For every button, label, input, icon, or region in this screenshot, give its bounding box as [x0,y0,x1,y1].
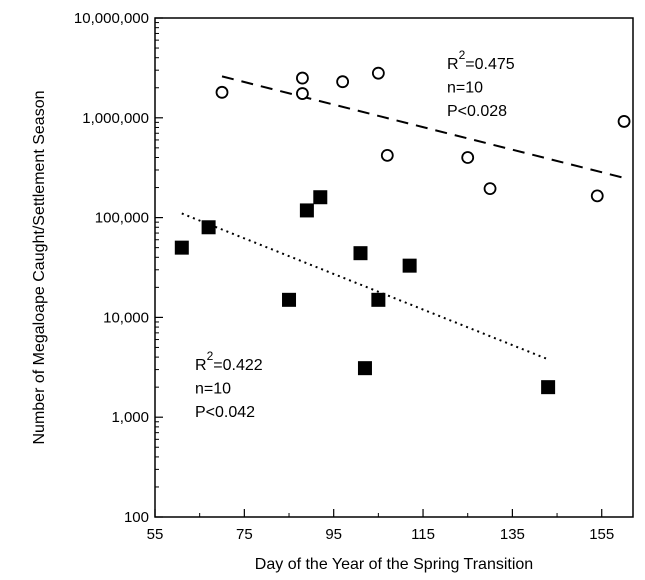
plot-frame [154,17,634,518]
filled-square-point [313,190,328,205]
open-circle-point [461,151,475,164]
open-circle-point [371,66,385,80]
x-tick-label: 135 [500,526,525,543]
filled-square-point [299,203,314,218]
dotted-trend-line [181,212,549,361]
trend-lines [181,75,625,361]
y-tick-label: 10,000 [103,309,149,326]
y-axis-title: Number of Megaloape Caught/Settlement Se… [31,91,48,445]
x-tick-label: 75 [236,526,253,543]
annotation-circles: R2=0.475 n=10 P<0.028 [447,48,515,120]
dashed-trend-line [221,75,625,179]
x-tick-label: 95 [325,526,342,543]
filled-square-point [371,292,386,307]
open-circle-point [590,189,604,203]
y-tick-label: 100 [124,509,149,526]
annotation-r2: R2=0.475 [447,48,515,73]
filled-square-point [174,240,189,255]
y-axis: 100 1,000 10,000 100,000 1,000,000 10,000,000 [74,10,163,526]
filled-square-point [201,220,216,235]
y-tick-label: 10,000,000 [74,10,149,27]
filled-square-point [541,380,556,395]
y-tick-label: 100,000 [95,210,149,227]
x-tick-label: 155 [589,526,614,543]
open-circle-point [215,85,229,99]
filled-square-point [353,246,368,261]
annotation-p: P<0.028 [447,103,507,120]
annotation-n: n=10 [195,381,231,398]
x-axis: 55 75 95 115 135 155 [147,509,614,543]
x-tick-label: 115 [411,526,435,543]
x-tick-label: 55 [147,526,164,543]
filled-square-point [357,361,372,376]
y-tick-label: 1,000,000 [82,110,149,127]
open-circle-point [380,148,394,162]
data-points [174,66,631,395]
open-circle-point [617,115,631,128]
open-circle-point [296,71,309,85]
open-circle-point [336,75,350,89]
annotation-r2: R2=0.422 [195,349,263,374]
filled-square-point [402,258,417,273]
x-axis-title: Day of the Year of the Spring Transition [255,556,533,573]
open-circle-point [296,87,309,100]
open-circle-point [483,182,497,196]
annotation-p: P<0.042 [195,404,255,421]
y-tick-label: 1,000 [111,409,149,426]
filled-square-point [282,292,297,307]
annotation-n: n=10 [447,80,483,97]
annotation-squares: R2=0.422 n=10 P<0.042 [195,349,263,421]
